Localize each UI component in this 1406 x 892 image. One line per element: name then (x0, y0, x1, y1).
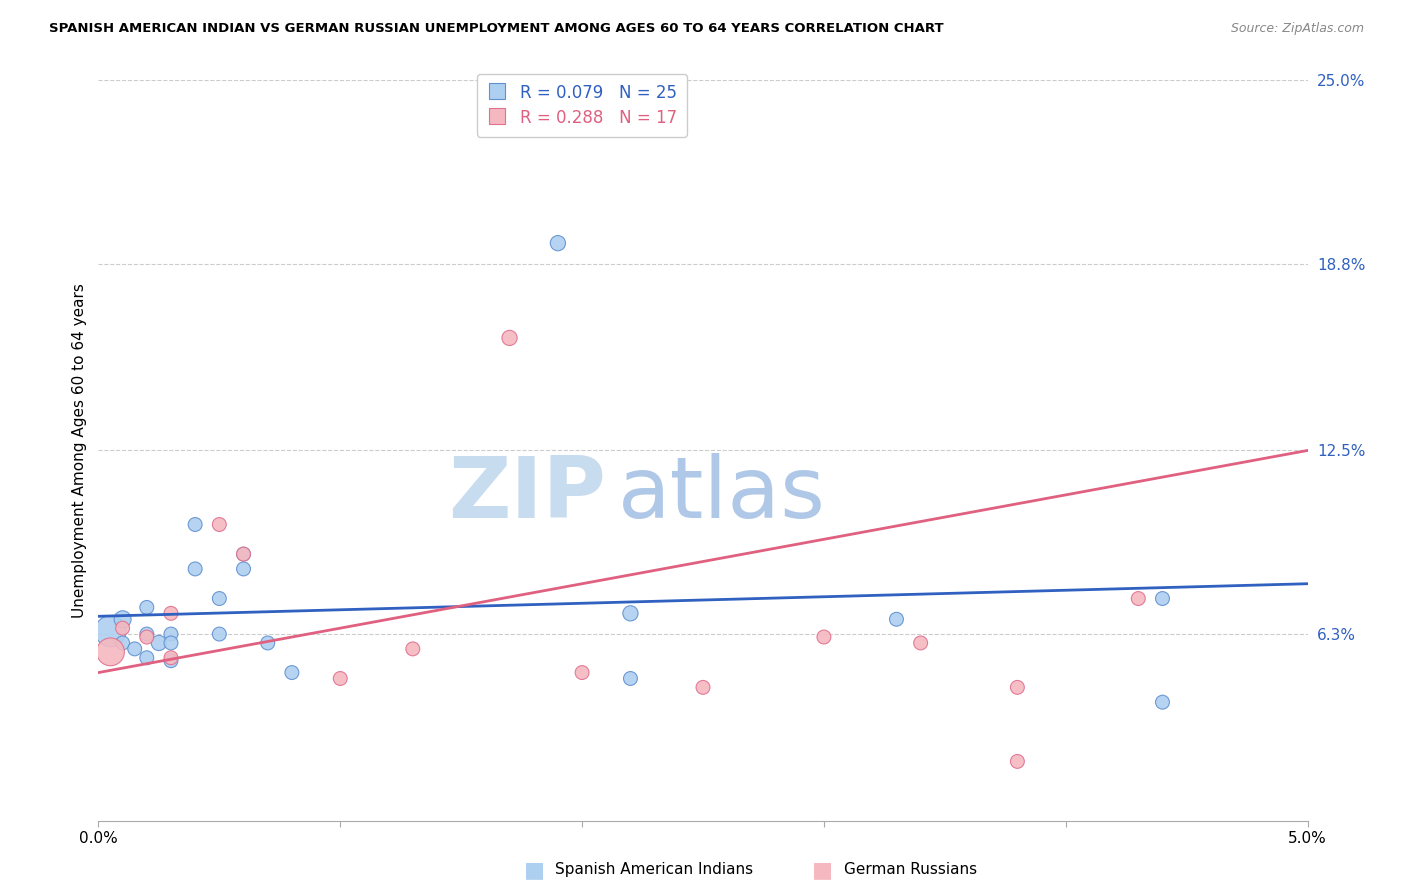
Text: ■: ■ (524, 860, 544, 880)
Point (111, 612, 134, 626)
Point (1007, 681, 1029, 695)
Point (208, 627, 231, 641)
Y-axis label: Unemployment Among Ages 60 to 64 years: Unemployment Among Ages 60 to 64 years (72, 283, 87, 618)
Point (256, 636, 278, 650)
Point (100, 624, 122, 639)
Point (208, 591, 231, 606)
Point (232, 547, 254, 561)
Point (571, 665, 593, 680)
Point (135, 630, 157, 644)
Point (813, 630, 835, 644)
Point (281, 665, 304, 680)
Point (498, 331, 520, 345)
Point (160, 636, 183, 650)
Point (160, 607, 183, 621)
Point (111, 636, 134, 650)
Text: atlas: atlas (619, 453, 827, 536)
Point (910, 636, 932, 650)
Point (619, 607, 641, 621)
Text: SPANISH AMERICAN INDIAN VS GERMAN RUSSIAN UNEMPLOYMENT AMONG AGES 60 TO 64 YEARS: SPANISH AMERICAN INDIAN VS GERMAN RUSSIA… (49, 22, 943, 36)
Text: German Russians: German Russians (844, 863, 977, 877)
Point (402, 641, 425, 656)
Text: ZIP: ZIP (449, 453, 606, 536)
Point (1152, 591, 1174, 606)
Point (1007, 755, 1029, 769)
Point (135, 627, 157, 641)
Point (124, 641, 146, 656)
Point (692, 681, 714, 695)
Point (547, 236, 569, 251)
Point (329, 672, 352, 686)
Point (184, 562, 207, 576)
Point (619, 672, 641, 686)
Point (232, 547, 254, 561)
Text: ■: ■ (813, 860, 832, 880)
Point (184, 517, 207, 532)
Point (1128, 591, 1150, 606)
Point (208, 517, 231, 532)
Point (232, 562, 254, 576)
Point (135, 600, 157, 615)
Text: Spanish American Indians: Spanish American Indians (555, 863, 754, 877)
Point (148, 636, 170, 650)
Point (160, 654, 183, 668)
Point (1152, 695, 1174, 709)
Point (100, 645, 122, 659)
Point (886, 612, 908, 626)
Legend: R = 0.079   N = 25, R = 0.288   N = 17: R = 0.079 N = 25, R = 0.288 N = 17 (477, 74, 688, 136)
Point (111, 621, 134, 635)
Point (160, 627, 183, 641)
Point (135, 650, 157, 665)
Point (160, 650, 183, 665)
Text: Source: ZipAtlas.com: Source: ZipAtlas.com (1230, 22, 1364, 36)
